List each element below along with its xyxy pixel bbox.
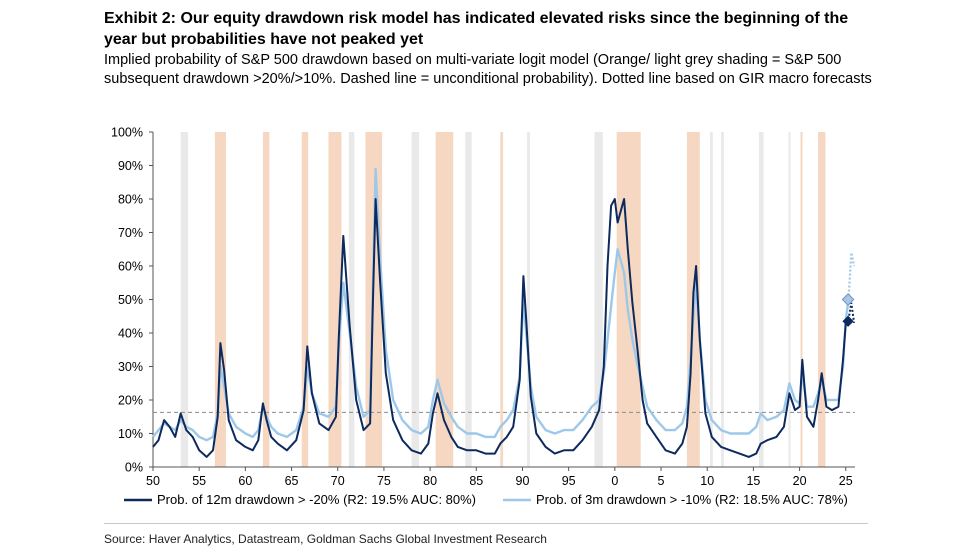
forecast-12m-dotted-line [847, 302, 856, 324]
forecast-3m-dotted-line [847, 252, 856, 300]
legend-label-12m: Prob. of 12m drawdown > -20% (R2: 19.5% … [157, 492, 476, 507]
shading-20pct-9 [800, 132, 803, 467]
drawdown-chart: 0%10%20%30%40%50%60%70%80%90%100% 50 55 60… [111, 126, 856, 507]
x-tick-label-4: 70 [331, 474, 345, 488]
y-tick-label-3: 30% [118, 360, 143, 374]
x-tick-label-12: 10 [700, 474, 714, 488]
x-tick-label-13: 15 [746, 474, 760, 488]
footer-divider [104, 523, 868, 524]
x-tick-label-11: 5 [658, 474, 665, 488]
shading-20pct-2 [301, 132, 309, 467]
shading-20pct-7 [616, 132, 641, 467]
legend-label-3m: Prob. of 3m drawdown > -10% (R2: 18.5% A… [536, 492, 848, 507]
x-tick-label-1: 55 [192, 474, 206, 488]
shading-10pct-6 [709, 132, 713, 467]
shading-10pct-2 [411, 132, 420, 467]
source-note: Source: Haver Analytics, Datastream, Gol… [104, 532, 547, 546]
shading-10pct-7 [721, 132, 724, 467]
x-tick-label-3: 65 [285, 474, 299, 488]
forecast-12m-marker [842, 315, 854, 327]
shading-20pct-3 [328, 132, 342, 467]
series-12m-drawdown-line [152, 198, 850, 458]
shading-10pct-3 [465, 132, 472, 467]
shading-20pct-5 [435, 132, 454, 467]
y-tick-label-0: 0% [125, 461, 143, 475]
y-tick-label-10: 100% [111, 126, 143, 140]
page-title: Exhibit 2: Our equity drawdown risk mode… [104, 10, 849, 48]
shading-10pct-4 [527, 132, 530, 467]
shading-20pct-0 [214, 132, 226, 467]
x-tick-label-10: 0 [611, 474, 618, 488]
shading-20pct-6 [500, 132, 504, 467]
x-tick-label-14: 20 [793, 474, 807, 488]
y-tick-label-9: 90% [118, 159, 143, 173]
y-tick-label-5: 50% [118, 293, 143, 307]
y-tick-label-8: 80% [118, 193, 143, 207]
shading-10pct-5 [594, 132, 603, 467]
shading-20pct-1 [262, 132, 270, 467]
x-tick-label-6: 80 [423, 474, 437, 488]
shading-10pct-9 [788, 132, 791, 467]
x-tick-label-15: 25 [839, 474, 853, 488]
shading-layer [180, 132, 826, 467]
shading-10pct-0 [180, 132, 189, 467]
x-tick-label-7: 85 [469, 474, 483, 488]
shading-10pct-8 [758, 132, 764, 467]
y-tick-label-2: 20% [118, 394, 143, 408]
y-tick-label-7: 70% [118, 226, 143, 240]
chart-subtitle: Implied probability of S&P 500 drawdown … [104, 52, 872, 87]
y-tick-label-6: 60% [118, 260, 143, 274]
x-tick-label-0: 50 [146, 474, 160, 488]
y-tick-label-4: 40% [118, 327, 143, 341]
x-tick-label-9: 95 [562, 474, 576, 488]
legend: Prob. of 12m drawdown > -20% (R2: 19.5% … [124, 492, 848, 507]
y-axis-ticks: 0% 10% 20% 30% 40% 50% 60% 70% 80% 90% 100% [111, 126, 153, 475]
shading-10pct-1 [348, 132, 355, 467]
x-tick-label-5: 75 [377, 474, 391, 488]
y-tick-label-1: 10% [118, 427, 143, 441]
forecast-3m-marker [841, 293, 855, 306]
x-axis-ticks: 50 55 60 65 70 75 80 85 90 95 0 5 10 15 20 25 [146, 467, 853, 488]
shading-20pct-10 [818, 132, 826, 467]
x-tick-label-2: 60 [238, 474, 252, 488]
x-tick-label-8: 90 [516, 474, 530, 488]
